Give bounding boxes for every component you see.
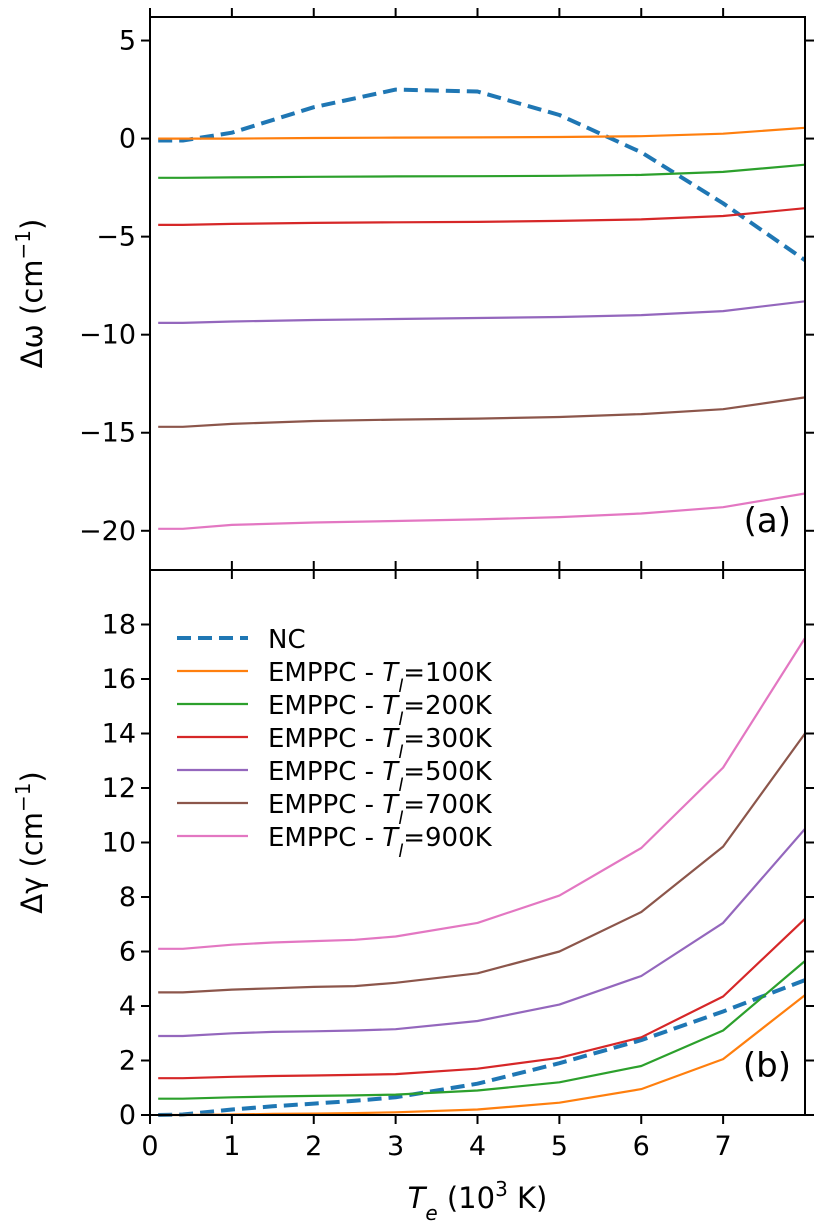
y-tick-label: 8 — [119, 882, 136, 913]
series-line-nc — [158, 978, 806, 1117]
legend-label-subscript: l — [398, 742, 403, 763]
y-axis-label-close: ) — [15, 219, 49, 230]
y-tick-label: 5 — [119, 26, 136, 57]
x-tick-label: 7 — [715, 1131, 732, 1162]
x-axis-label-symbol: T — [408, 1181, 428, 1215]
series-line-t700 — [158, 396, 806, 428]
y-tick-label: −5 — [96, 222, 136, 253]
legend-label: EMPPC - Tl=900K — [268, 823, 493, 862]
legend-label-prefix: EMPPC - — [268, 658, 382, 688]
y-tick-label: 6 — [119, 937, 136, 968]
legend-label-prefix: EMPPC - — [268, 724, 382, 754]
y-tick-label: 12 — [102, 773, 136, 804]
series-line-t900 — [158, 492, 806, 530]
y-axis-label-exponent: −1 — [11, 230, 35, 259]
x-tick-label: 2 — [305, 1131, 322, 1162]
axes-frame — [149, 16, 806, 571]
y-tick-label: 0 — [119, 1100, 136, 1131]
legend-label: NC — [268, 625, 306, 655]
legend-label-value: =500K — [403, 757, 492, 787]
y-tick-label: −10 — [79, 320, 136, 351]
legend-label-subscript: l — [398, 808, 403, 829]
y-axis-label: Δω (cm−1) — [11, 219, 49, 369]
legend-label-symbol: T — [382, 724, 400, 754]
legend-label-prefix: EMPPC - — [268, 757, 382, 787]
legend-label-prefix: EMPPC - — [268, 823, 382, 853]
legend-label-value: =900K — [403, 823, 492, 853]
y-axis-label-main: Δγ (cm — [15, 812, 49, 914]
panel-a: 5 0 −5 −10 −15 −20 Δω (cm−1) (a) — [11, 8, 814, 579]
legend-label-prefix: EMPPC - — [268, 790, 382, 820]
y-tick-label: 16 — [102, 664, 136, 695]
series-line-t200 — [158, 960, 806, 1100]
series-line-t300 — [158, 207, 806, 226]
series-line-t700 — [158, 732, 806, 994]
legend-label-value: =100K — [403, 658, 492, 688]
y-tick-label: −20 — [79, 516, 136, 547]
x-tick-label: 5 — [551, 1131, 568, 1162]
y-tick-label: 0 — [119, 124, 136, 155]
panel-label: (b) — [743, 1046, 791, 1086]
x-tick-label: 0 — [141, 1131, 158, 1162]
legend-label-symbol: T — [382, 823, 400, 853]
series-line-t900 — [158, 637, 806, 950]
series-line-t200 — [158, 163, 806, 179]
legend-label-subscript: l — [398, 775, 403, 796]
legend-entry-t700: EMPPC - Tl=700K — [177, 790, 493, 829]
y-tick-label: 2 — [119, 1046, 136, 1077]
legend-label-subscript: l — [398, 841, 403, 862]
series-line-nc — [158, 87, 807, 262]
legend-label-value: =300K — [403, 724, 492, 754]
legend-label-prefix: EMPPC - — [268, 691, 382, 721]
y-tick-label: 18 — [102, 610, 136, 641]
legend-entry-t900: EMPPC - Tl=900K — [177, 823, 493, 862]
legend-entry-t200: EMPPC - Tl=200K — [177, 691, 493, 730]
x-tick-label: 3 — [387, 1131, 404, 1162]
series-line-t100 — [158, 126, 806, 140]
y-axis-label-close: ) — [15, 771, 49, 782]
legend-entry-t100: EMPPC - Tl=100K — [177, 658, 493, 697]
legend-entry-nc: NC — [177, 625, 306, 655]
y-tick-label: 14 — [102, 719, 136, 750]
legend-label-value: =200K — [403, 691, 492, 721]
y-tick-label: 4 — [119, 991, 136, 1022]
legend-entry-t500: EMPPC - Tl=500K — [177, 757, 493, 796]
x-axis-label-unit: K) — [508, 1181, 548, 1215]
y-axis-label-main: Δω (cm — [15, 259, 49, 368]
series-line-t500 — [158, 300, 806, 324]
legend-label-subscript: l — [398, 709, 403, 730]
legend-label: EMPPC - Tl=100K — [268, 658, 493, 697]
x-tick-label: 1 — [223, 1131, 240, 1162]
x-axis-label-exponent: 3 — [495, 1177, 508, 1201]
x-tick-label: 6 — [633, 1131, 650, 1162]
y-tick-label: −15 — [79, 418, 136, 449]
x-axis-label-subscript: e — [425, 1201, 437, 1225]
legend-entry-t300: EMPPC - Tl=300K — [177, 724, 493, 763]
legend-label-symbol: T — [382, 757, 400, 787]
x-axis-label: Te (103 K) — [408, 1177, 548, 1225]
legend-label: EMPPC - Tl=200K — [268, 691, 493, 730]
y-tick-label: 10 — [102, 828, 136, 859]
series-line-t300 — [158, 918, 806, 1080]
y-axis-label: Δγ (cm−1) — [11, 771, 49, 914]
legend-label: EMPPC - Tl=500K — [268, 757, 493, 796]
legend-label: EMPPC - Tl=300K — [268, 724, 493, 763]
legend-label-symbol: T — [382, 790, 400, 820]
legend-label: EMPPC - Tl=700K — [268, 790, 493, 829]
series-line-t500 — [158, 828, 806, 1038]
legend-label-symbol: T — [382, 691, 400, 721]
x-axis-label-mid: (10 — [438, 1181, 495, 1215]
panel-label: (a) — [744, 501, 791, 541]
x-tick-label: 4 — [469, 1131, 486, 1162]
legend-label-symbol: T — [382, 658, 400, 688]
legend-label-value: =700K — [403, 790, 492, 820]
legend-label-text: NC — [268, 625, 306, 655]
y-axis-label-exponent: −1 — [11, 783, 35, 812]
legend-label-subscript: l — [398, 676, 403, 697]
